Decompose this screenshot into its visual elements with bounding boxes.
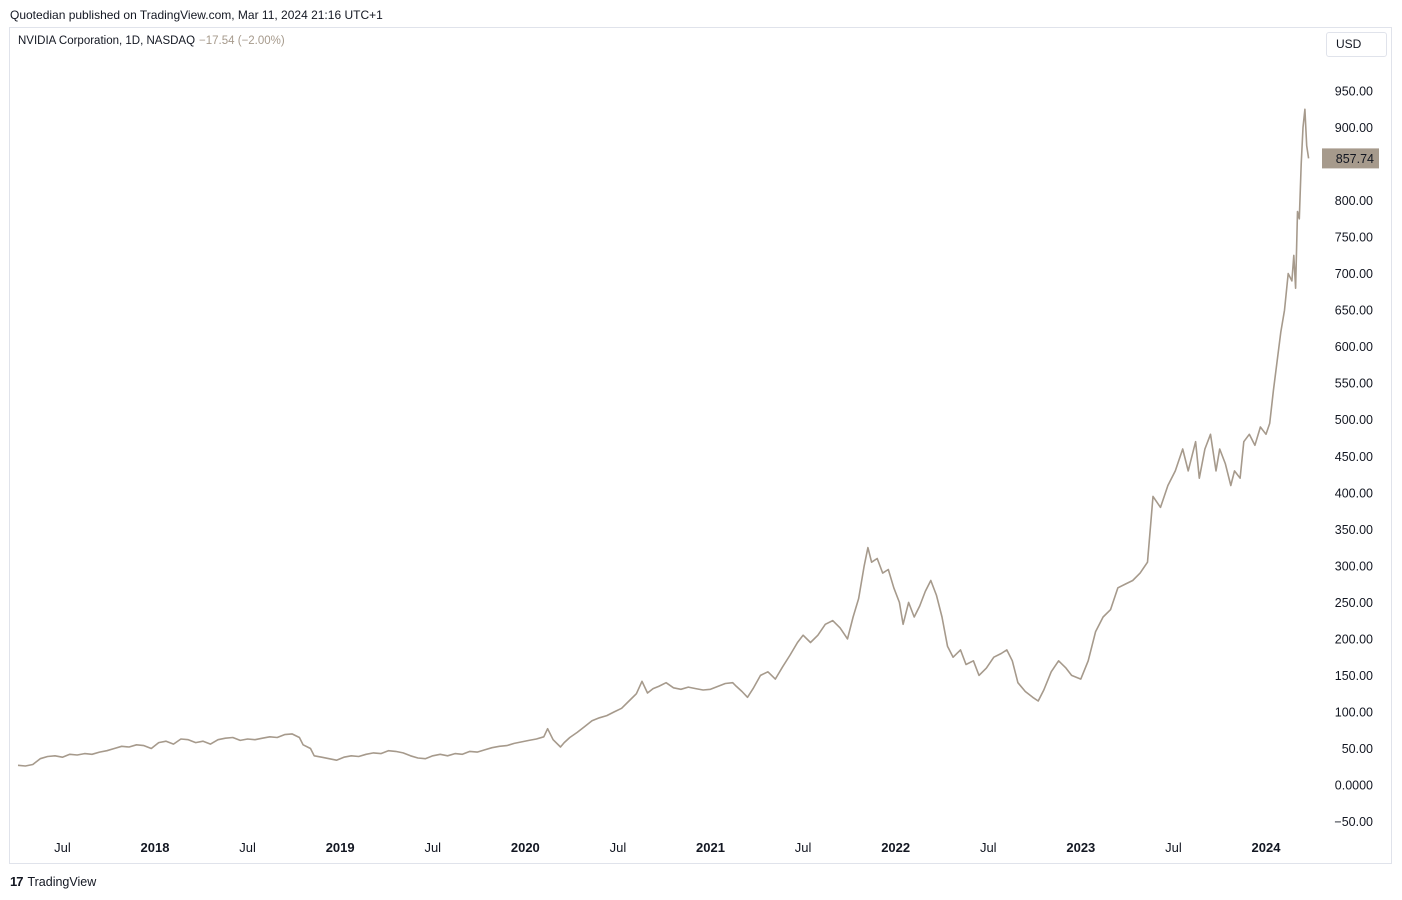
tradingview-logo-icon: 17 [10,874,24,889]
time-axis[interactable]: Jul 2018 Jul 2019 Jul 2020 Jul 2021 Jul 2022 Jul 20… [54,840,1281,855]
tradingview-logo[interactable]: 17 TradingView [10,874,96,889]
symbol-info: NVIDIA Corporation, 1D, NASDAQ [18,35,196,47]
time-axis-tick-label: Jul [610,840,627,855]
price-axis-tick-label: 50.00 [1342,742,1373,756]
last-price-label-background [1322,148,1379,169]
price-axis-tick-label: 350.00 [1335,523,1373,537]
time-axis-tick-label: 2021 [696,840,725,855]
price-axis-tick-label: 250.00 [1335,596,1373,610]
price-axis-tick-label: 150.00 [1335,669,1373,683]
last-price-marker: 857.74 [1322,148,1379,169]
price-series-line [17,108,1310,767]
time-axis-tick-label: 2020 [511,840,540,855]
price-axis-tick-label: −50.00 [1334,815,1373,829]
time-axis-tick-label: 2022 [881,840,910,855]
time-axis-tick-label: Jul [54,840,71,855]
price-axis-tick-label: 300.00 [1335,559,1373,573]
price-axis-tick-label: 100.00 [1335,705,1373,719]
price-change: −17.54 (−2.00%) [199,35,285,47]
price-axis-tick-label: 950.00 [1335,85,1373,99]
symbol-legend[interactable]: NVIDIA Corporation, 1D, NASDAQ −17.54 (−2… [18,35,285,47]
price-axis-tick-label: 750.00 [1335,231,1373,245]
published-by-text: Quotedian published on TradingView.com, … [10,8,383,22]
price-axis-tick-label: 550.00 [1335,377,1373,391]
currency-button[interactable]: USD [1326,32,1387,57]
price-axis[interactable]: 950.00 900.00 800.00 750.00 700.00 650.00 600.… [1334,85,1373,830]
price-axis-tick-label: 600.00 [1335,340,1373,354]
price-axis-tick-label: 700.00 [1335,267,1373,281]
price-axis-tick-label: 450.00 [1335,450,1373,464]
time-axis-tick-label: Jul [980,840,997,855]
price-axis-tick-label: 900.00 [1335,121,1373,135]
tradingview-brand: TradingView [27,874,97,889]
price-axis-tick-label: 800.00 [1335,194,1373,208]
price-axis-tick-label: 400.00 [1335,486,1373,500]
time-axis-tick-label: 2023 [1066,840,1095,855]
time-axis-tick-label: Jul [239,840,256,855]
time-axis-tick-label: Jul [795,840,812,855]
chart-frame [9,27,1392,864]
price-axis-tick-label: 200.00 [1335,632,1373,646]
time-axis-tick-label: 2024 [1252,840,1282,855]
price-axis-tick-label: 500.00 [1335,413,1373,427]
time-axis-tick-label: 2018 [141,840,170,855]
time-axis-tick-label: 2019 [326,840,355,855]
last-price-label: 857.74 [1336,152,1374,166]
price-axis-tick-label: 650.00 [1335,304,1373,318]
price-axis-tick-label: 0.0000 [1335,779,1373,793]
time-axis-tick-label: Jul [424,840,441,855]
time-axis-tick-label: Jul [1165,840,1182,855]
